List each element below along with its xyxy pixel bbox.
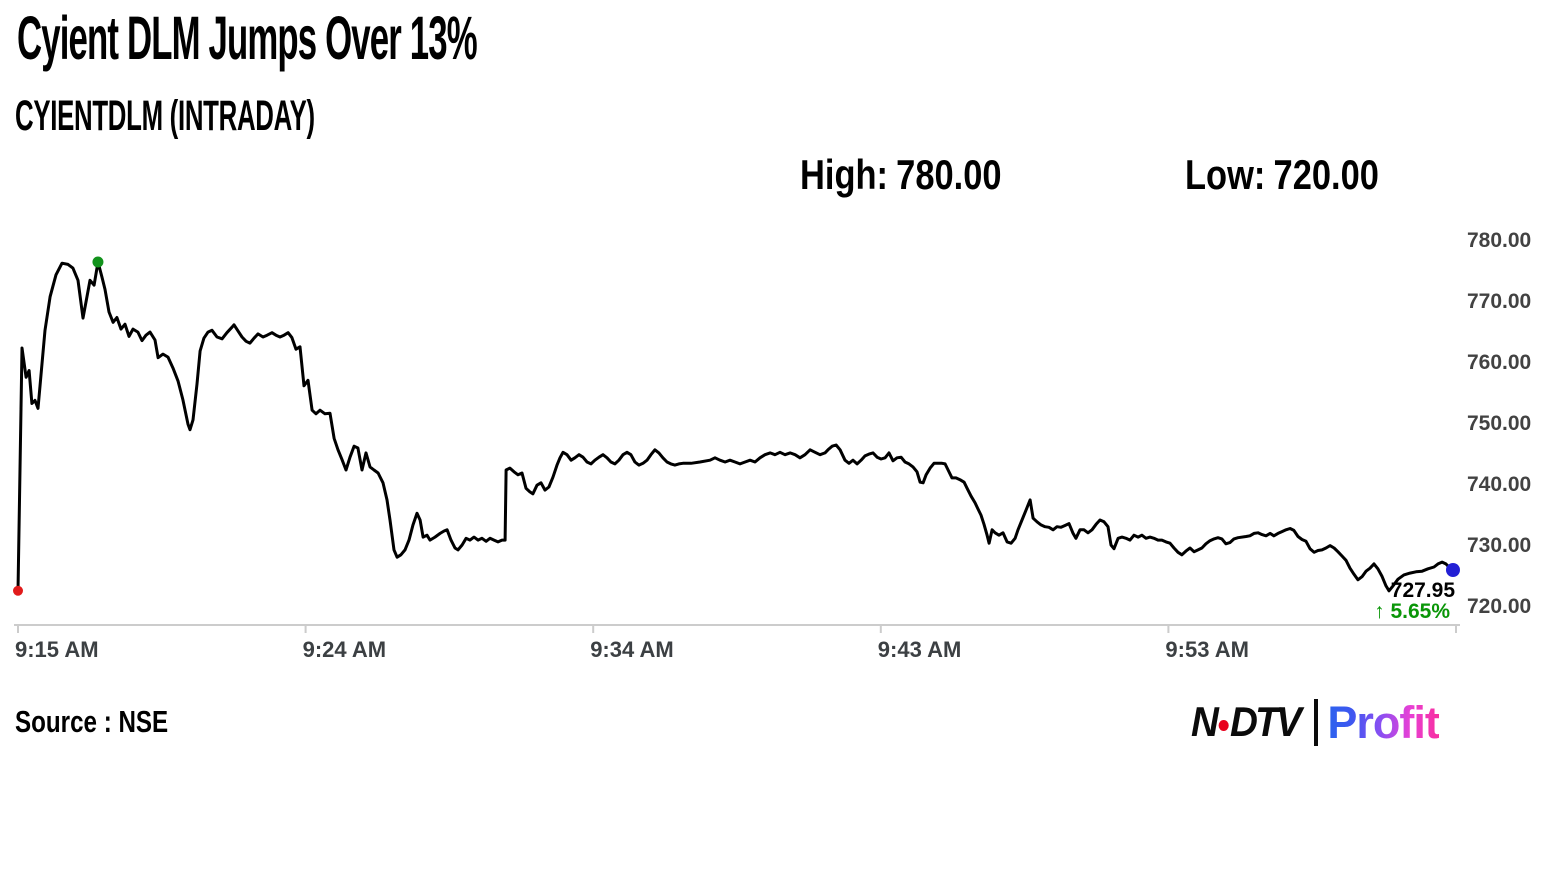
x-axis-label: 9:34 AM: [590, 637, 674, 662]
logo-divider: [1314, 698, 1319, 746]
source-credit: Source : NSE: [15, 704, 169, 739]
y-axis-label: 760.00: [1467, 351, 1531, 374]
high-marker-dot: [92, 256, 104, 268]
x-axis-label: 9:24 AM: [303, 637, 387, 662]
ndtv-red-dot-icon: [1218, 719, 1230, 731]
open-marker-dot: [13, 585, 23, 596]
last-price-dot: [1445, 563, 1460, 578]
y-axis-label: 730.00: [1467, 534, 1531, 557]
ndtv-letters-dtv: DTV: [1229, 698, 1302, 745]
symbol-subtitle: CYIENTDLM (INTRADAY): [15, 92, 315, 140]
intraday-line-chart: 9:15 AM 9:24 AM 9:34 AM 9:43 AM 9:53 AM 780.0…: [0, 225, 1555, 675]
x-axis-label: 9:53 AM: [1165, 637, 1249, 662]
ndtv-wordmark: N DTV: [1191, 698, 1302, 746]
page-title: Cyient DLM Jumps Over 13%: [17, 4, 478, 72]
y-axis-label: 720.00: [1467, 595, 1531, 618]
x-axis-label: 9:15 AM: [15, 637, 99, 662]
x-axis-label: 9:43 AM: [878, 637, 962, 662]
last-price-label: 727.95: [1391, 579, 1456, 602]
low-value: 720.00: [1273, 151, 1379, 198]
high-stat: High: 780.00: [800, 151, 1002, 198]
price-line: [16, 260, 1455, 593]
profit-wordmark: Profit: [1327, 696, 1439, 748]
y-axis-label: 750.00: [1467, 412, 1531, 435]
high-label: High:: [800, 151, 888, 198]
y-axis-label: 740.00: [1467, 473, 1531, 496]
y-axis-label: 770.00: [1467, 290, 1531, 313]
y-axis-label: 780.00: [1467, 229, 1531, 252]
low-stat: Low: 720.00: [1185, 151, 1379, 198]
ndtv-letter-n: N: [1191, 698, 1219, 745]
low-label: Low:: [1185, 151, 1266, 198]
ndtv-profit-logo: N DTV Profit: [1191, 694, 1440, 750]
change-percent-label: ↑ 5.65%: [1374, 600, 1450, 623]
high-value: 780.00: [896, 151, 1002, 198]
